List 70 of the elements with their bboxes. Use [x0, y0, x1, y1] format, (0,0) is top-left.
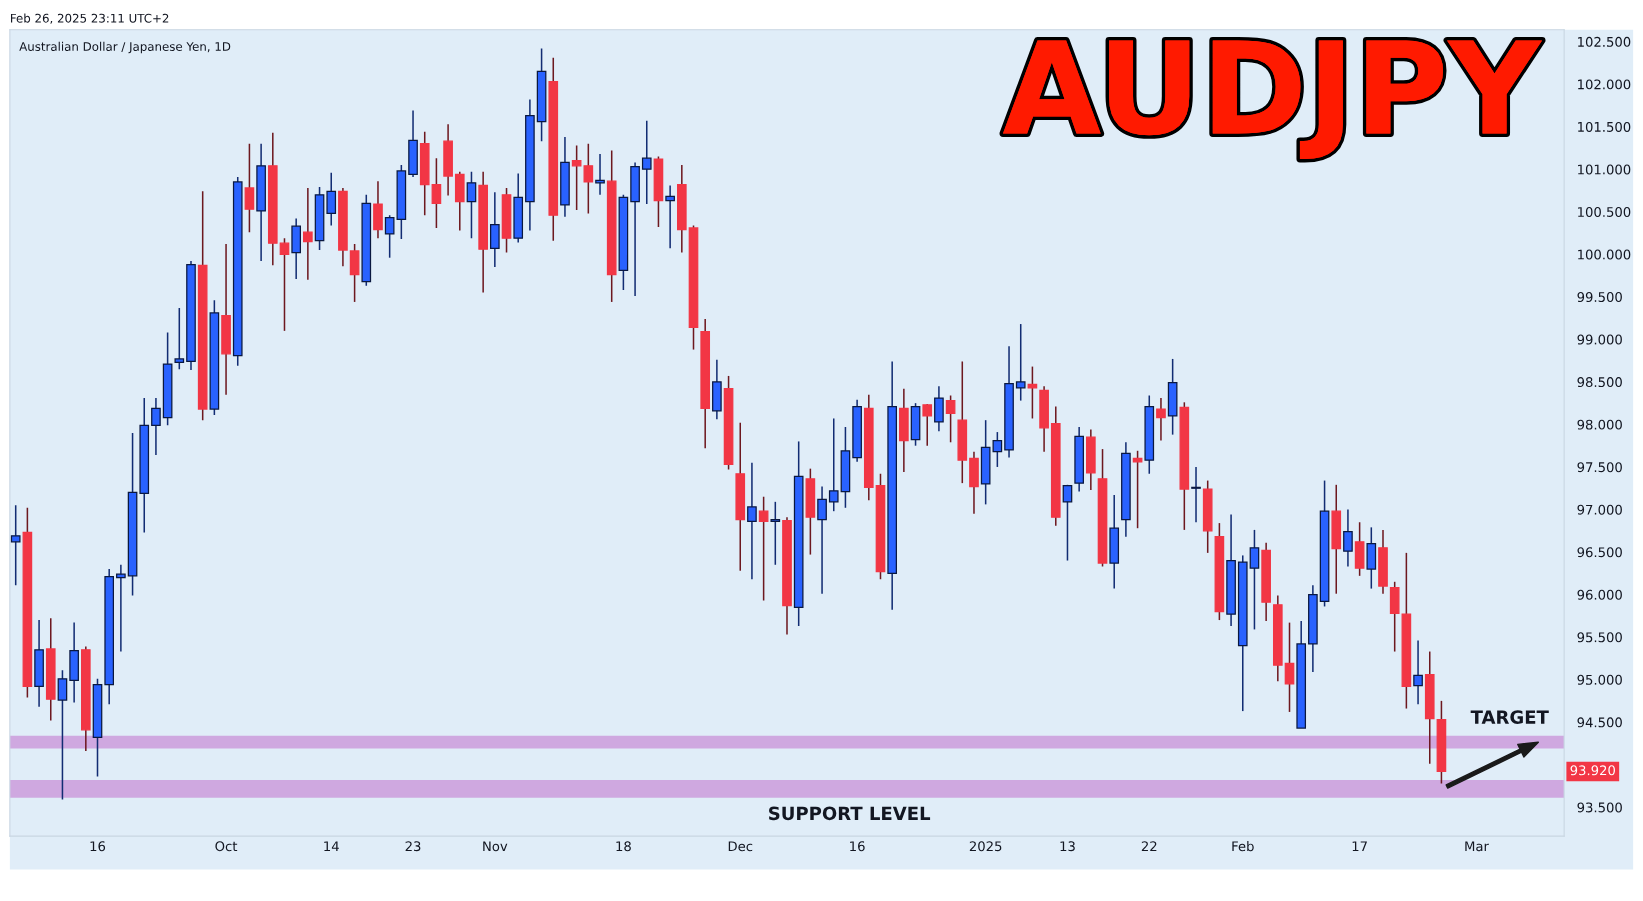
candlestick: [431, 157, 442, 229]
candlestick: [1343, 508, 1353, 568]
candlestick: [1015, 323, 1026, 402]
text: Feb 26, 2025 23:11 UTC+2: [11, 13, 169, 24]
x-tick-label: 23: [405, 841, 421, 852]
candlestick: [747, 461, 757, 581]
x-tick-label: Feb: [1232, 840, 1254, 852]
x-tick-label: 16: [850, 841, 865, 852]
y-tick-label: 102.000: [1578, 79, 1631, 90]
candlestick: [1156, 397, 1166, 442]
candlestick: [57, 669, 68, 801]
x-tick-label: 22: [1141, 841, 1157, 852]
y-tick-label: 96.500: [1577, 547, 1622, 558]
candlestick: [828, 417, 839, 512]
candlestick: [151, 397, 161, 456]
candlestick: [758, 495, 769, 602]
y-tick-label: 97.500: [1577, 462, 1622, 473]
x-tick-label: Oct: [215, 841, 238, 852]
candlestick: [665, 184, 675, 250]
y-tick-label: 93.500: [1577, 802, 1622, 813]
y-tick-label: 99.500: [1577, 292, 1622, 303]
candlestick: [1062, 484, 1073, 562]
band-label: SUPPORT LEVEL: [769, 806, 931, 821]
y-tick-label: 95.500: [1577, 632, 1622, 643]
y-tick-label: 98.000: [1577, 419, 1622, 430]
y-tick-label: 94.500: [1577, 717, 1622, 728]
y-tick-label: 101.500: [1578, 121, 1631, 132]
text: Australian Dollar / Japanese Yen, 1D: [19, 41, 231, 54]
y-tick-label: 102.500: [1578, 36, 1631, 47]
y-tick-label: 98.500: [1577, 377, 1622, 388]
y-tick-label: 96.000: [1577, 589, 1622, 600]
candlestick: [1191, 466, 1201, 524]
band-label: TARGET: [1470, 710, 1549, 724]
candlestick: [1413, 639, 1423, 706]
x-tick-label: Mar: [1465, 841, 1489, 852]
x-tick-label: 2025: [969, 841, 1002, 852]
candlestick: [303, 187, 313, 281]
candlestick: [1132, 450, 1143, 529]
y-tick-label: 100.500: [1578, 206, 1631, 217]
candlestick: [641, 119, 652, 205]
candlestick: [1284, 621, 1295, 713]
candlestick: [490, 191, 500, 268]
candlestick: [174, 307, 185, 370]
candlestick: [326, 171, 337, 227]
candlestick: [279, 237, 290, 332]
y-tick-label: 99.000: [1577, 334, 1622, 345]
x-tick-label: 14: [324, 841, 339, 852]
y-tick-label: 97.000: [1577, 504, 1622, 515]
x-tick-label: Nov: [483, 841, 508, 852]
x-tick-label: 18: [616, 841, 631, 852]
x-tick-label: Dec: [728, 841, 753, 852]
text: 93.920: [1570, 765, 1615, 776]
x-tick-label: 16: [90, 841, 106, 852]
x-tick-label: 13: [1060, 841, 1075, 852]
candlestick: [466, 171, 477, 239]
y-tick-label: 95.000: [1577, 674, 1622, 685]
x-tick-label: 17: [1352, 841, 1367, 852]
candlestick: [945, 394, 956, 444]
candlestick: [817, 485, 827, 595]
candlestick: [244, 142, 255, 233]
chart-title: AUDJPY: [1003, 40, 1543, 160]
candlestick: [116, 564, 126, 653]
y-tick-label: 100.000: [1578, 249, 1631, 260]
candlestick: [934, 385, 944, 432]
candlestick: [1249, 529, 1260, 631]
y-tick-label: 101.000: [1578, 164, 1631, 175]
candlestick: [349, 243, 360, 303]
candlestick: [10, 504, 21, 586]
candlestick: [770, 501, 781, 566]
candlestick: [922, 403, 933, 447]
